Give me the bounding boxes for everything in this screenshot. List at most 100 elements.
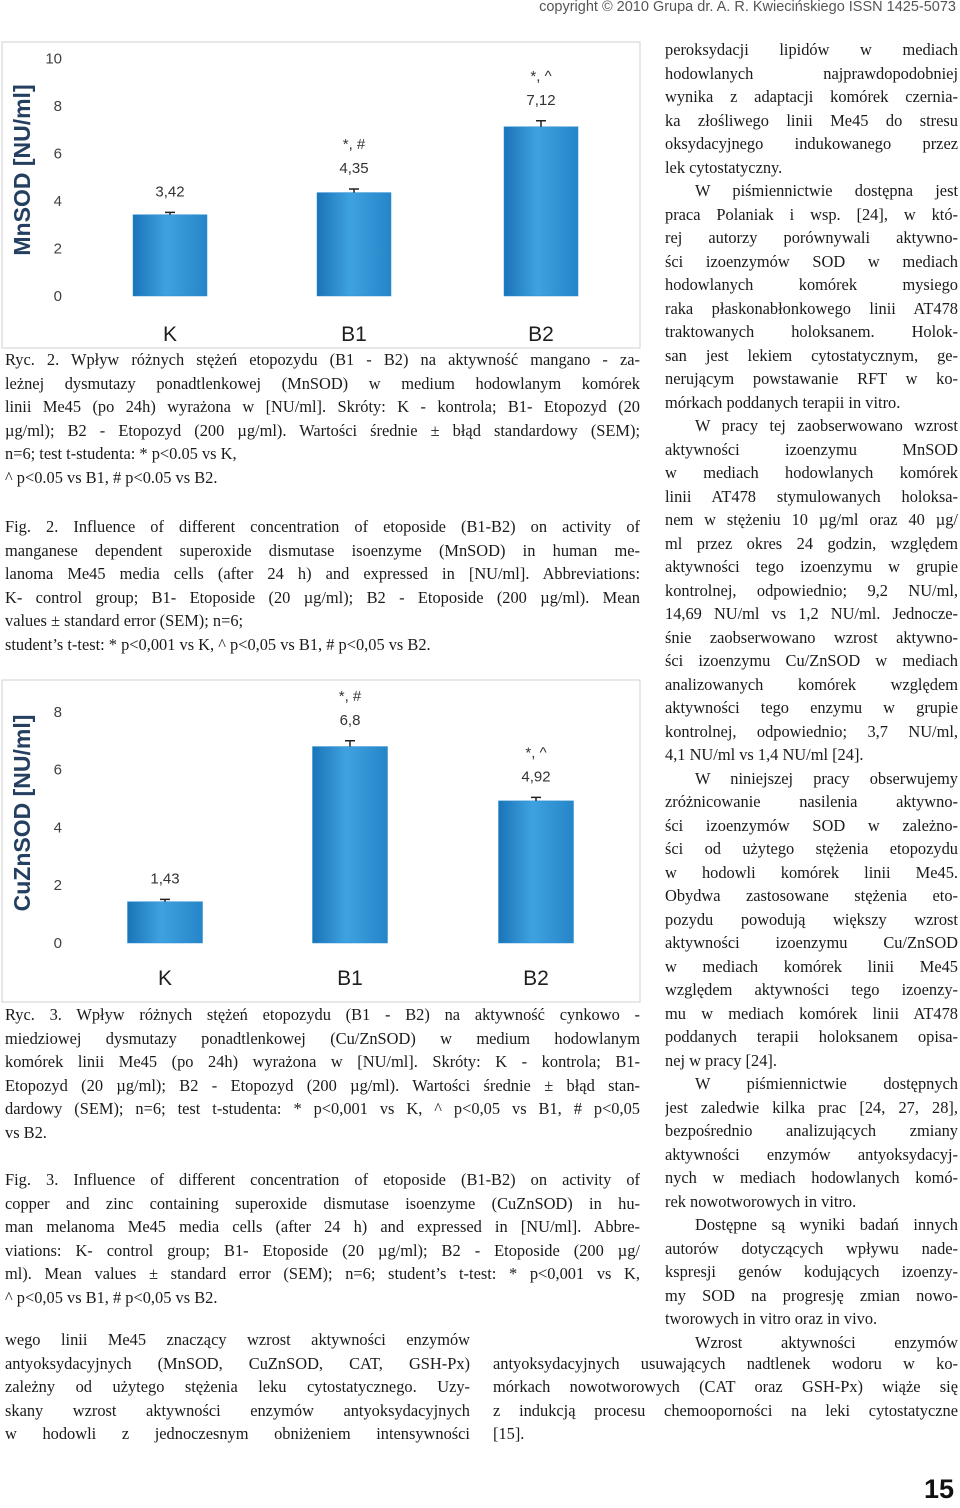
text-line: W pracy tej zaobserwowano wzrost (695, 416, 958, 435)
text-line: hodowlanych najprawdopodobniej (665, 63, 958, 83)
text-line: aktywności izoenzymu MnSOD (665, 439, 958, 459)
text-line: my SOD na progresję zmian nowo- (665, 1285, 958, 1305)
text-line: w hodowli z jednoczesnym obniżeniem inte… (5, 1424, 470, 1443)
text-line: ml przez okres 24 godzin, względem (665, 533, 958, 553)
y-axis-label: MnSOD [NU/ml] (9, 84, 35, 255)
text-line: wynika z adaptacji komórek czernia- (665, 87, 958, 106)
text-line: aktywności tego enzymu w grupie (665, 698, 958, 717)
y-tick-label: 2 (54, 877, 62, 894)
text-line: z indukcją procesu chemooporności na lek… (493, 1400, 958, 1420)
text-line: raka płaskonabłonkowego linii AT478 (665, 298, 958, 318)
paragraph: Dostępne są wyniki badań innych autorów d… (665, 1213, 958, 1331)
annotation: *, ^ (530, 68, 551, 85)
text-line: lanoma Me45 media cells (after 24 h) and… (5, 564, 640, 583)
value-label: 6,8 (340, 712, 361, 729)
text-line: W niniejszej pracy obserwujemy (695, 768, 958, 788)
text-line: ^ p<0,05 vs B1, # p<0,05 vs B2. (5, 1287, 218, 1307)
text-line: san jest lekiem cytostatycznym, ge- (665, 345, 958, 365)
error-bar (536, 120, 546, 127)
text-line: linii AT478 stymulowanych holoksa- (665, 486, 958, 506)
y-tick-label: 8 (54, 704, 62, 721)
text-line: ^ p<0.05 vs B1, # p<0.05 vs B2. (5, 467, 218, 487)
text-line: hodowlanych komórek mysiego (665, 275, 958, 294)
text-line: aktywności enzymów antyoksydacyj- (665, 1144, 958, 1164)
text-line: w mediach komórek linii Me45 (665, 956, 958, 976)
annotation: *, # (343, 136, 366, 153)
x-tick-label: K (163, 323, 177, 346)
bar (312, 746, 388, 944)
text-line: nej w pracy [24]. (665, 1050, 777, 1070)
caption: Fig. 2. Influence of different concentra… (5, 515, 640, 633)
annotation: *, ^ (525, 744, 546, 761)
text-line: copper and zinc containing superoxide di… (5, 1193, 640, 1213)
text-line: W piśmiennictwie dostępnych (695, 1074, 958, 1093)
text-line: miedziowej dysmutazy ponadtlenkowej (Cu/… (5, 1028, 640, 1048)
value-label: 7,12 (526, 92, 555, 109)
y-tick-label: 4 (54, 819, 62, 836)
text-line: linii Me45 (po 24h) wyrażona w [NU/ml]. … (5, 397, 640, 416)
text-line: Ryc. 2. Wpływ różnych stężeń etopozydu (… (5, 350, 640, 369)
text-line: skany wzrost aktywności enzymów antyoksy… (5, 1400, 470, 1420)
text-line: mórkach nowotworowych (CAT oraz GSH-Px) … (493, 1377, 958, 1396)
text-line: 4,1 NU/ml vs 1,4 NU/ml [24]. (665, 745, 864, 764)
y-tick-label: 4 (54, 193, 62, 210)
text-line: nem w stężeniu 10 µg/ml oraz 40 µg/ (665, 510, 958, 529)
text-line: peroksydacji lipidów w mediach (665, 40, 958, 59)
text-line: [15]. (493, 1424, 525, 1443)
bar (316, 192, 392, 297)
text-line: Ryc. 3. Wpływ różnych stężeń etopozydu (… (5, 1005, 640, 1024)
text-line: aktywności tego izoenzymu w grupie (665, 557, 958, 576)
error-bar (160, 898, 170, 902)
text-line: antyoksydacyjnych (MnSOD, CuZnSOD, CAT, … (5, 1353, 470, 1373)
value-label: 4,92 (521, 768, 550, 785)
y-axis-label: CuZnSOD [NU/ml] (9, 715, 35, 912)
caption: ^ p<0.05 vs B1, # p<0.05 vs B2. (5, 466, 640, 490)
x-tick-label: B1 (341, 323, 367, 346)
text-line: ści izoenzymów SOD w mediach (665, 251, 958, 271)
figures: MnSOD [NU/ml] 0 2 4 6 8 10 3,42 K 4,35 *, # B1 7,12 *… (1, 41, 641, 1003)
text-line: w hodowli komórek linii Me45. (665, 862, 958, 882)
text-line: ka złośliwego linii Me45 do stresu (665, 110, 958, 130)
text-line: jest zaledwie kilka prac [24, 27, 28], (665, 1097, 958, 1117)
text-line: vs B2. (5, 1122, 47, 1142)
text-line: antyoksydacyjnych usuwających nadtlenek … (493, 1353, 958, 1373)
text-line: aktywności izoenzymu Cu/ZnSOD (665, 933, 958, 952)
bar (498, 800, 574, 944)
text-line: µg/ml); B2 - Etopozyd (200 µg/ml). Warto… (5, 420, 640, 440)
paragraph: Wzrost aktywności enzymów (665, 1331, 958, 1355)
value-label: 1,43 (150, 870, 179, 887)
text-line: tworowych in vitro oraz in vivo. (665, 1309, 878, 1328)
caption: student’s t-test: * p<0,001 vs K, ^ p<0,… (5, 633, 640, 657)
y-tick-label: 0 (54, 935, 62, 952)
x-tick-label: B2 (523, 967, 549, 990)
text-line: kontrolnej, odpowiednio; 9,2 NU/ml, (665, 580, 958, 600)
text-line: zróżnicowanie nasilenia aktywno- (665, 792, 958, 811)
text-line: Dostępne są wyniki badań innych (695, 1215, 958, 1234)
text-line: man melanoma Me45 media cells (after 24 … (5, 1217, 640, 1236)
text-line: Fig. 2. Influence of different concentra… (5, 517, 640, 536)
paragraph: wego linii Me45 znaczący wzrost aktywnoś… (5, 1328, 470, 1446)
caption: Ryc. 3. Wpływ różnych stężeń etopozydu (… (5, 1003, 640, 1144)
text-line: bezpośrednio analizujących zmiany (665, 1121, 958, 1140)
paragraph: peroksydacji lipidów w mediach hodowlanyc… (665, 38, 958, 179)
value-label: 3,42 (155, 183, 184, 200)
header: copyright © 2010 Grupa dr. A. R. Kwieciń… (539, 0, 956, 15)
text-line: rek nowotworowych in vitro. (665, 1191, 857, 1211)
text-line: ści izoenzymu Cu/ZnSOD w mediach (665, 651, 958, 670)
text-line: kontrolnej, odpowiednio; 3,7 NU/ml, (665, 721, 958, 741)
x-tick-label: B1 (337, 967, 363, 990)
text-line: ści od użytego stężenia etopozydu (665, 839, 958, 858)
y-tick-label: 2 (54, 240, 62, 257)
y-tick-label: 8 (54, 98, 62, 115)
text-line: leżnej dysmutazy ponadtlenkowej (MnSOD) … (5, 373, 640, 393)
y-tick-label: 6 (54, 762, 62, 779)
text-line: rej autorzy porównywali aktywno- (665, 228, 958, 247)
paragraph: W piśmiennictwie dostępna jest praca Pola… (665, 179, 958, 414)
paragraph: W piśmiennictwie dostępnych jest zaledwie… (665, 1072, 958, 1213)
text-line: względem aktywności tego izoenzy- (665, 980, 958, 999)
text-line: 14,69 NU/ml vs 1,2 NU/ml. Jednocze- (665, 604, 958, 623)
paragraph: W pracy tej zaobserwowano wzrost aktywnoś… (665, 414, 958, 767)
error-bar (531, 796, 541, 801)
x-tick-label: B2 (528, 323, 554, 346)
text-line: traktowanych holoksanem. Holok- (665, 322, 958, 341)
